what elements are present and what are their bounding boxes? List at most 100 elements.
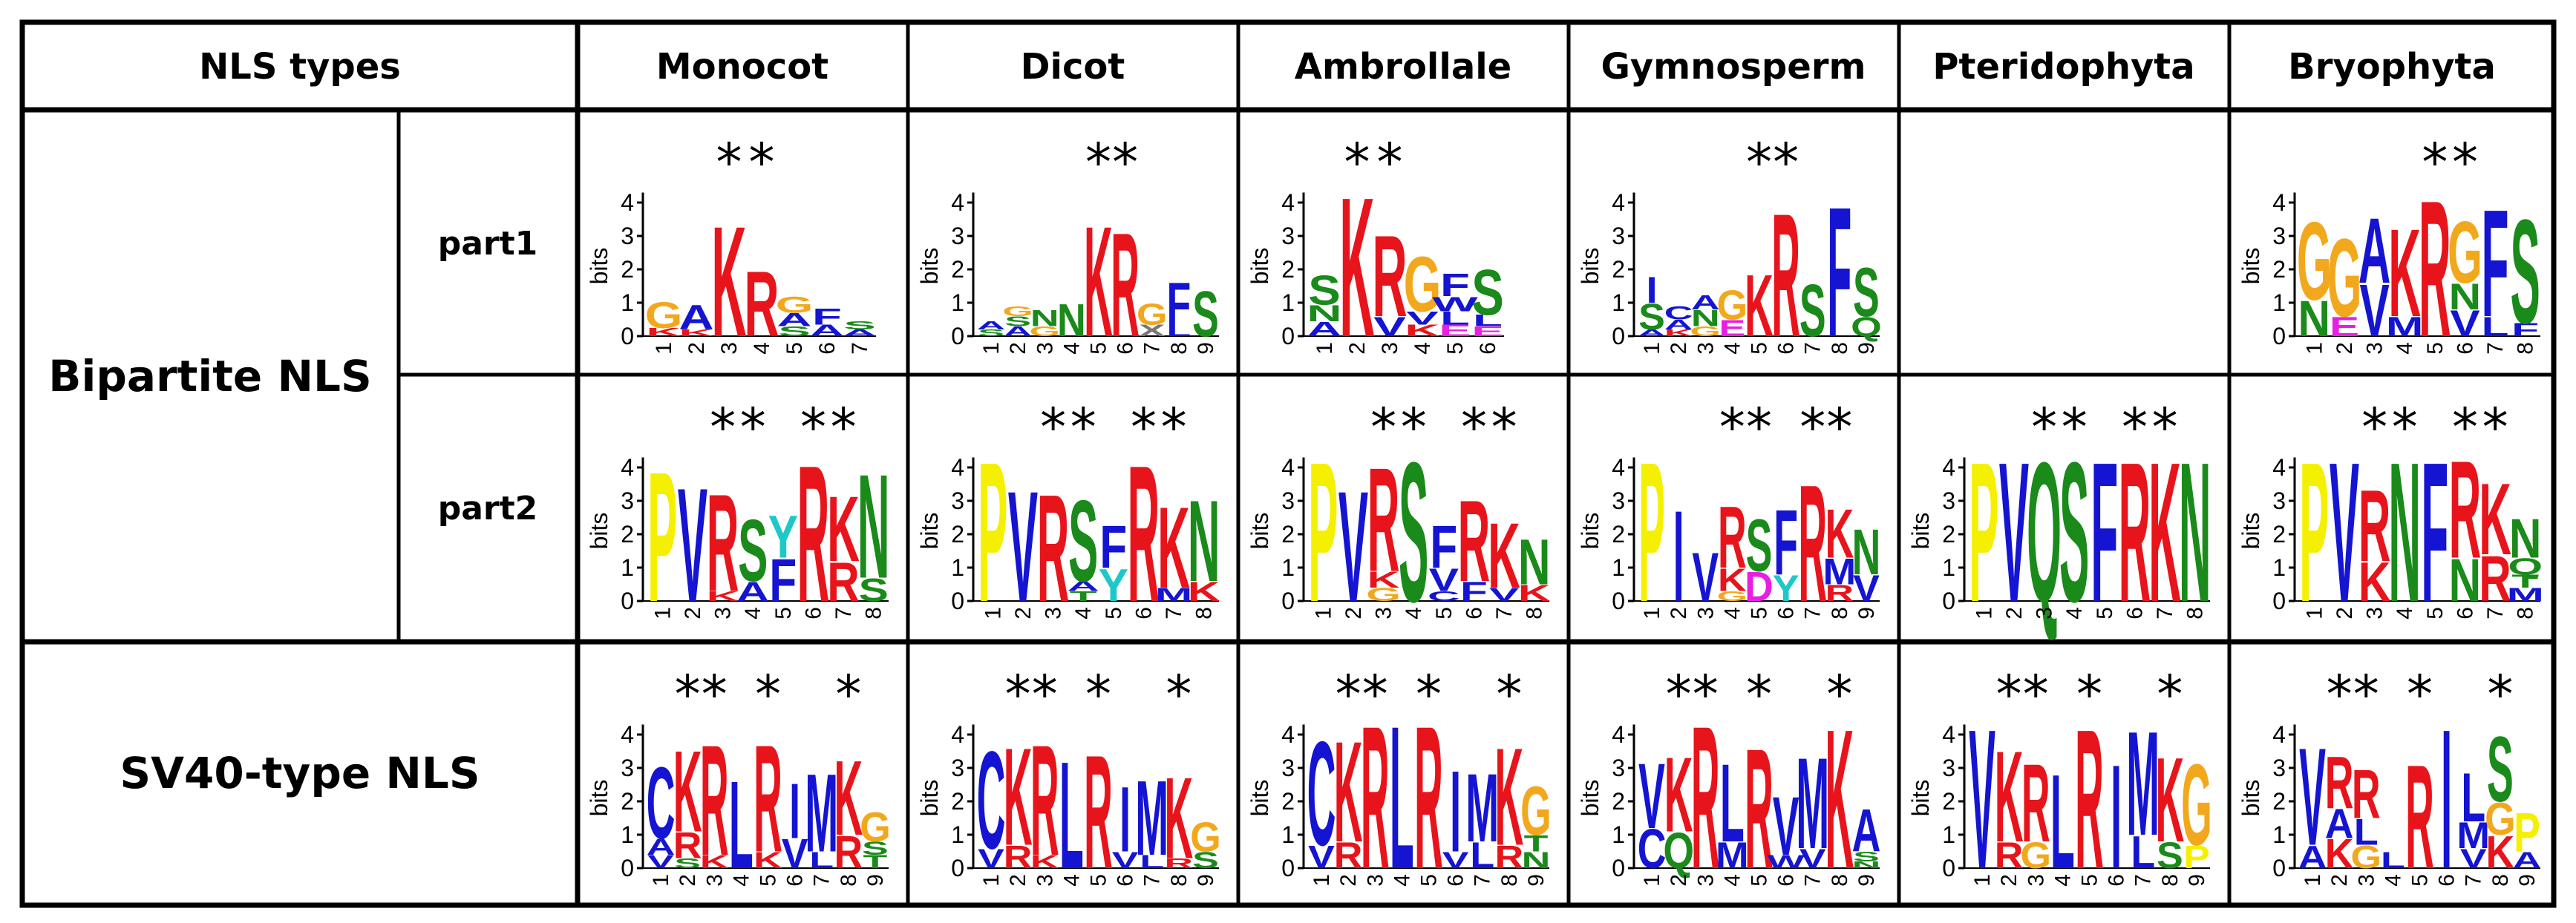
logo-letter: K: [2479, 463, 2511, 577]
y-tick-label: 3: [2272, 487, 2286, 514]
y-tick-label: 0: [951, 588, 964, 614]
logo-letter: K: [1664, 735, 1693, 854]
logo-letter: R: [1128, 426, 1160, 643]
logo-letter: V: [1773, 779, 1799, 873]
logo-letter: K: [1367, 568, 1400, 593]
y-tick-label: 3: [951, 755, 964, 781]
logo-letter: L: [1440, 308, 1470, 329]
position-label: 5: [2078, 874, 2102, 887]
y-tick-label: 1: [1281, 554, 1295, 581]
logo-letter: G: [2181, 740, 2212, 870]
y-axis-label: bits: [916, 513, 943, 550]
logo-letter: R: [1825, 580, 1854, 606]
position-label: 4: [1410, 342, 1435, 355]
logo-letter: V: [1406, 308, 1439, 329]
y-axis-label: bits: [916, 248, 943, 285]
logo-letter: T: [2511, 571, 2539, 591]
logo-letter: F: [2511, 319, 2539, 340]
logo-letter: V: [1429, 562, 1459, 598]
position-label: 1: [2302, 342, 2327, 355]
position-label: 8: [1828, 607, 1852, 620]
position-label: 7: [2483, 607, 2508, 620]
logo-letter: P: [2299, 422, 2329, 644]
logo-letter: R: [1745, 713, 1774, 905]
position-label: 5: [1087, 874, 1111, 887]
position-label: 7: [1471, 874, 1495, 887]
logo-letter: R: [797, 426, 830, 643]
position-label: 6: [2122, 607, 2147, 620]
y-tick-label: 2: [621, 788, 634, 815]
header-monocot: Monocot: [656, 46, 828, 88]
y-tick-label: 4: [621, 721, 634, 748]
logo-letter: N: [1691, 306, 1720, 332]
significance-star: *: [1344, 132, 1370, 193]
y-tick-label: 4: [951, 721, 964, 748]
significance-star: *: [1693, 664, 1719, 725]
position-label: 6: [1114, 342, 1138, 355]
position-label: 7: [1801, 342, 1825, 355]
logo-letter: A: [736, 576, 769, 607]
logo-letter: K: [1488, 504, 1520, 608]
y-tick-label: 0: [1281, 588, 1295, 614]
logo-letter: N: [1030, 306, 1059, 332]
significance-star: *: [835, 664, 861, 725]
position-label: 7: [2483, 342, 2508, 355]
position-label: 4: [1390, 874, 1414, 887]
y-tick-label: 3: [1612, 223, 1625, 249]
logo-letter: K: [827, 477, 860, 581]
logo-letter: A: [1691, 291, 1720, 315]
y-tick-label: 2: [2272, 256, 2286, 283]
logo-letter: L: [1470, 835, 1494, 876]
position-label: 3: [1033, 874, 1057, 887]
row-label-bipartite: Bipartite NLS: [48, 351, 371, 401]
logo-letter: M: [1796, 732, 1829, 876]
logo-letter: S: [1638, 296, 1665, 338]
position-label: 5: [782, 342, 807, 355]
logo-letter: S: [2487, 718, 2514, 821]
y-tick-label: 0: [1612, 588, 1625, 614]
logo-letter: Q: [1851, 311, 1882, 342]
table-grid: [19, 19, 2557, 908]
y-tick-label: 3: [621, 487, 634, 514]
position-label: 8: [1497, 874, 1522, 887]
position-label: 4: [741, 607, 765, 620]
significance-star: *: [1773, 132, 1799, 193]
logo-letter: R: [1771, 177, 1800, 374]
position-label: 1: [2301, 874, 2325, 887]
y-tick-label: 0: [1281, 323, 1295, 349]
logo-letter: A: [679, 299, 713, 338]
significance-star: *: [1996, 664, 2022, 725]
logo-letter: K: [1030, 851, 1059, 872]
logo-letter: N: [2298, 289, 2331, 347]
logo-letter: C: [1307, 711, 1336, 877]
logo-letter: V: [1442, 847, 1469, 873]
logo-letter: C: [647, 747, 676, 861]
logo-letter: F: [1166, 270, 1191, 338]
position-label: 3: [2024, 874, 2048, 887]
position-label: 8: [1828, 874, 1852, 887]
y-tick-label: 1: [621, 554, 634, 581]
logo-letter: R: [1691, 684, 1720, 912]
logo-letter: S: [843, 319, 876, 332]
logo-letter: A: [2298, 840, 2327, 876]
y-axis-label: bits: [586, 248, 612, 285]
position-label: 5: [1748, 874, 1772, 887]
y-tick-label: 4: [951, 454, 964, 481]
logo-letter: E: [1719, 315, 1746, 341]
logo-letter: K: [1718, 562, 1747, 598]
logo-letter: N: [1057, 295, 1086, 346]
position-label: 1: [1640, 342, 1664, 355]
y-tick-label: 3: [1281, 755, 1295, 781]
logo-letter: G: [860, 804, 891, 850]
logo-letter: N: [2449, 547, 2482, 614]
logo-letter: R: [1718, 488, 1747, 587]
logo-letter: A: [2325, 800, 2354, 847]
position-label: 3: [1033, 342, 1057, 355]
position-label: 5: [1087, 342, 1111, 355]
logo-letter: F: [1774, 491, 1798, 594]
logo-letter: A: [842, 328, 877, 338]
logo-letter: N: [1852, 516, 1881, 589]
header-nls-types: NLS types: [199, 46, 401, 88]
header-ambrollale: Ambrollale: [1295, 46, 1511, 88]
